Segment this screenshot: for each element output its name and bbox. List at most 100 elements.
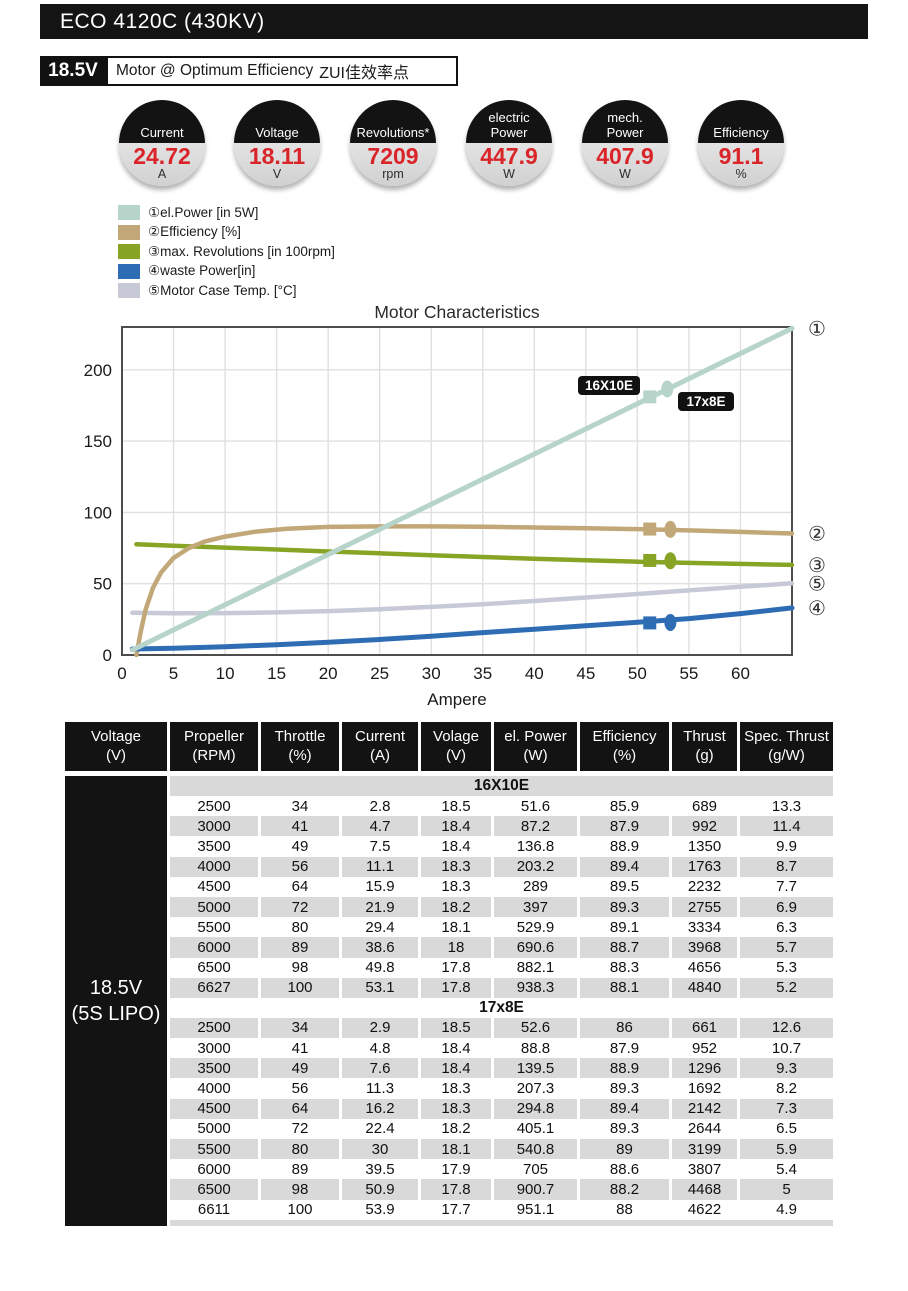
chart-text: 25 <box>370 664 389 683</box>
badge-unit: W <box>503 167 515 182</box>
table-cell: 5.9 <box>740 1139 833 1160</box>
table-bottom-strip <box>170 1219 833 1226</box>
badge-value-area: 407.9 W <box>582 142 668 186</box>
table-row: 5000 72 21.9 18.2 397 89.3 2755 6.9 <box>170 896 833 918</box>
table-cell: 705 <box>494 1159 577 1180</box>
table-cell: 88.9 <box>580 1058 669 1079</box>
table-row: 6627 100 53.1 17.8 938.3 88.1 4840 5.2 <box>170 977 833 998</box>
chart-text: 10 <box>216 664 235 683</box>
x-axis-label: Ampere <box>427 690 487 709</box>
column-header-efficiency: Efficiency (%) <box>580 722 669 771</box>
curve-number-5: ⑤ <box>808 573 826 595</box>
table-cell: 89 <box>261 937 339 958</box>
chart-text: 50 <box>628 664 647 683</box>
optimum-efficiency-box: Motor @ Optimum Efficiency ZUI佳效率点 <box>106 56 458 86</box>
table-cell: 2500 <box>170 1017 258 1039</box>
table-cell: 34 <box>261 1017 339 1039</box>
column-header-current: Current (A) <box>342 722 418 771</box>
table-cell: 5.3 <box>740 957 833 978</box>
badge-value: 24.72 <box>133 142 191 169</box>
voltage-cell: 18.5V (5S LIPO) <box>65 776 167 1226</box>
chart-text: 15 <box>267 664 286 683</box>
stat-badge-electric-power: electric Power 447.9 W <box>466 100 552 186</box>
table-cell: 6.5 <box>740 1118 833 1139</box>
table-cell: 3334 <box>672 917 737 938</box>
table-cell: 540.8 <box>494 1139 577 1160</box>
marker-ellipse-17x8E <box>664 520 677 538</box>
table-cell: 3807 <box>672 1159 737 1180</box>
series-line-5 <box>130 581 795 616</box>
table-cell: 3500 <box>170 1058 258 1079</box>
table-cell: 89 <box>261 1159 339 1180</box>
badge-label: Voltage <box>234 100 320 143</box>
table-cell: 88.6 <box>580 1159 669 1180</box>
badge-unit: % <box>735 167 747 182</box>
table-cell: 2644 <box>672 1118 737 1139</box>
table-cell: 1296 <box>672 1058 737 1079</box>
table-row: 6000 89 38.6 18 690.6 88.7 3968 5.7 <box>170 937 833 958</box>
legend-label: ④waste Power[in] <box>148 263 256 279</box>
column-header-voltage: Voltage (V) <box>65 722 167 771</box>
table-cell: 18.3 <box>421 856 491 877</box>
table-cell: 39.5 <box>342 1159 418 1180</box>
table-cell: 11.4 <box>740 816 833 837</box>
table-cell: 6000 <box>170 1159 258 1180</box>
column-header-el-power: el. Power (W) <box>494 722 577 771</box>
table-cell: 88.9 <box>580 836 669 857</box>
marker-square-16X10E <box>643 522 657 536</box>
table-cell: 18.2 <box>421 1118 491 1139</box>
table-cell: 4.9 <box>740 1199 833 1220</box>
table-cell: 18.4 <box>421 1058 491 1079</box>
table-cell: 88.8 <box>494 1038 577 1059</box>
table-cell: 9.9 <box>740 836 833 857</box>
table-cell: 17.9 <box>421 1159 491 1180</box>
table-cell: 139.5 <box>494 1058 577 1079</box>
table-cell: 50.9 <box>342 1179 418 1200</box>
table-cell: 1350 <box>672 836 737 857</box>
motor-characteristics-chart: Motor Characteristics 0 5 10 15 20 25 30 35 40 45 5… <box>84 302 826 709</box>
marker-ellipse-17x8E <box>661 380 674 398</box>
table-cell: 8.2 <box>740 1078 833 1099</box>
legend-swatch <box>118 263 140 279</box>
table-cell: 64 <box>261 1098 339 1119</box>
table-cell: 18.1 <box>421 1139 491 1160</box>
table-cell: 12.6 <box>740 1017 833 1039</box>
optimum-efficiency-label-cn: ZUI佳效率点 <box>319 65 409 82</box>
table-row: 6500 98 50.9 17.8 900.7 88.2 4468 5 <box>170 1179 833 1200</box>
table-cell: 88.1 <box>580 977 669 998</box>
badge-label: Efficiency <box>698 100 784 143</box>
series-line-2 <box>134 524 795 658</box>
badge-unit: A <box>157 167 167 182</box>
legend-item: ③max. Revolutions [in 100rpm] <box>118 242 335 262</box>
chart-text: 60 <box>731 664 750 683</box>
table-cell: 17.8 <box>421 1179 491 1200</box>
table-cell: 951.1 <box>494 1199 577 1220</box>
table-cell: 89.4 <box>580 856 669 877</box>
section-band-16x10e: 16X10E <box>170 776 833 796</box>
table-cell: 17.7 <box>421 1199 491 1220</box>
table-cell: 4.7 <box>342 816 418 837</box>
table-cell: 87.9 <box>580 816 669 837</box>
table-cell: 5.7 <box>740 937 833 958</box>
table-cell: 6627 <box>170 977 258 998</box>
legend-label: ②Efficiency [%] <box>148 224 241 240</box>
legend-swatch <box>118 244 140 260</box>
table-cell: 3968 <box>672 937 737 958</box>
table-cell: 2232 <box>672 876 737 897</box>
badge-unit: rpm <box>382 167 404 182</box>
chart-text: 5 <box>169 664 178 683</box>
marker-square-16X10E <box>643 390 657 404</box>
optimum-efficiency-label: Motor @ Optimum Efficiency <box>116 62 314 79</box>
legend-item: ②Efficiency [%] <box>118 223 335 243</box>
chart-legend: ①el.Power [in 5W] ②Efficiency [%] ③max. Re… <box>118 203 335 301</box>
voltage-cell-line1: 18.5V <box>89 976 143 999</box>
table-cell: 5500 <box>170 917 258 938</box>
chart-text: 35 <box>473 664 492 683</box>
table-cell: 18.3 <box>421 1098 491 1119</box>
table-cell: 18.4 <box>421 836 491 857</box>
table-row: 5000 72 22.4 18.2 405.1 89.3 2644 6.5 <box>170 1118 833 1139</box>
table-cell: 5000 <box>170 896 258 918</box>
chart-text: 55 <box>679 664 698 683</box>
table-cell: 882.1 <box>494 957 577 978</box>
